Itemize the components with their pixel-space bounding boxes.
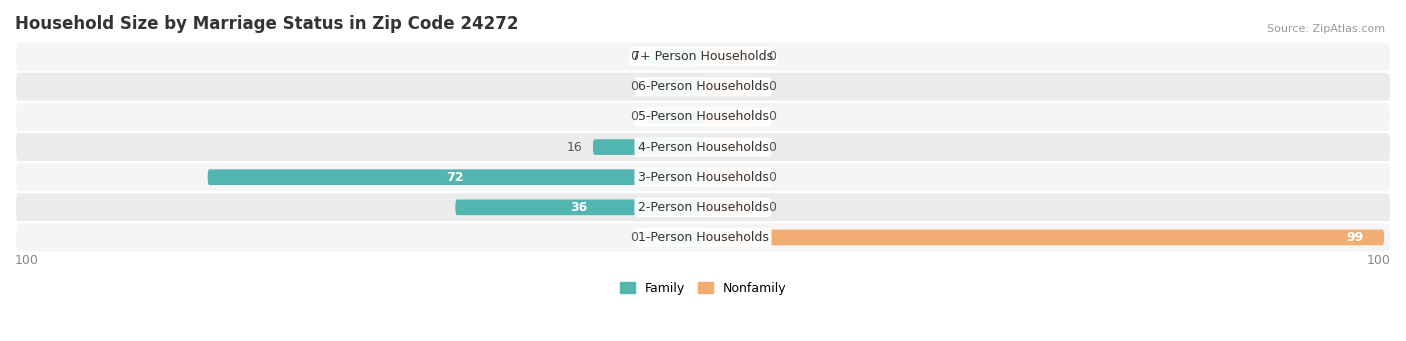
FancyBboxPatch shape — [15, 42, 1391, 72]
Text: 7+ Person Households: 7+ Person Households — [633, 50, 773, 63]
FancyBboxPatch shape — [593, 139, 703, 155]
FancyBboxPatch shape — [15, 102, 1391, 132]
FancyBboxPatch shape — [703, 169, 758, 185]
Text: 6-Person Households: 6-Person Households — [637, 80, 769, 93]
Text: 0: 0 — [768, 110, 776, 123]
FancyBboxPatch shape — [648, 109, 703, 125]
FancyBboxPatch shape — [703, 139, 758, 155]
FancyBboxPatch shape — [703, 199, 758, 215]
Text: 0: 0 — [630, 231, 638, 244]
Text: 0: 0 — [768, 140, 776, 153]
Text: 0: 0 — [768, 201, 776, 214]
Text: 72: 72 — [447, 171, 464, 184]
Text: Household Size by Marriage Status in Zip Code 24272: Household Size by Marriage Status in Zip… — [15, 15, 519, 33]
Text: 2-Person Households: 2-Person Households — [637, 201, 769, 214]
Text: 0: 0 — [768, 171, 776, 184]
Text: 4-Person Households: 4-Person Households — [637, 140, 769, 153]
FancyBboxPatch shape — [648, 79, 703, 95]
Text: 99: 99 — [1346, 231, 1364, 244]
FancyBboxPatch shape — [703, 79, 758, 95]
Text: 100: 100 — [15, 254, 39, 267]
Text: 0: 0 — [768, 50, 776, 63]
Legend: Family, Nonfamily: Family, Nonfamily — [620, 282, 786, 295]
Text: 16: 16 — [567, 140, 582, 153]
Text: Source: ZipAtlas.com: Source: ZipAtlas.com — [1267, 24, 1385, 34]
Text: 0: 0 — [768, 80, 776, 93]
FancyBboxPatch shape — [456, 199, 703, 215]
FancyBboxPatch shape — [703, 229, 1384, 245]
FancyBboxPatch shape — [703, 109, 758, 125]
Text: 36: 36 — [571, 201, 588, 214]
Text: 0: 0 — [630, 50, 638, 63]
Text: 0: 0 — [630, 110, 638, 123]
FancyBboxPatch shape — [15, 222, 1391, 253]
FancyBboxPatch shape — [648, 229, 703, 245]
FancyBboxPatch shape — [648, 49, 703, 64]
FancyBboxPatch shape — [703, 49, 758, 64]
Text: 5-Person Households: 5-Person Households — [637, 110, 769, 123]
Text: 0: 0 — [630, 80, 638, 93]
FancyBboxPatch shape — [208, 169, 703, 185]
Text: 1-Person Households: 1-Person Households — [637, 231, 769, 244]
FancyBboxPatch shape — [15, 192, 1391, 222]
FancyBboxPatch shape — [15, 132, 1391, 162]
FancyBboxPatch shape — [15, 162, 1391, 192]
FancyBboxPatch shape — [15, 72, 1391, 102]
Text: 100: 100 — [1367, 254, 1391, 267]
Text: 3-Person Households: 3-Person Households — [637, 171, 769, 184]
